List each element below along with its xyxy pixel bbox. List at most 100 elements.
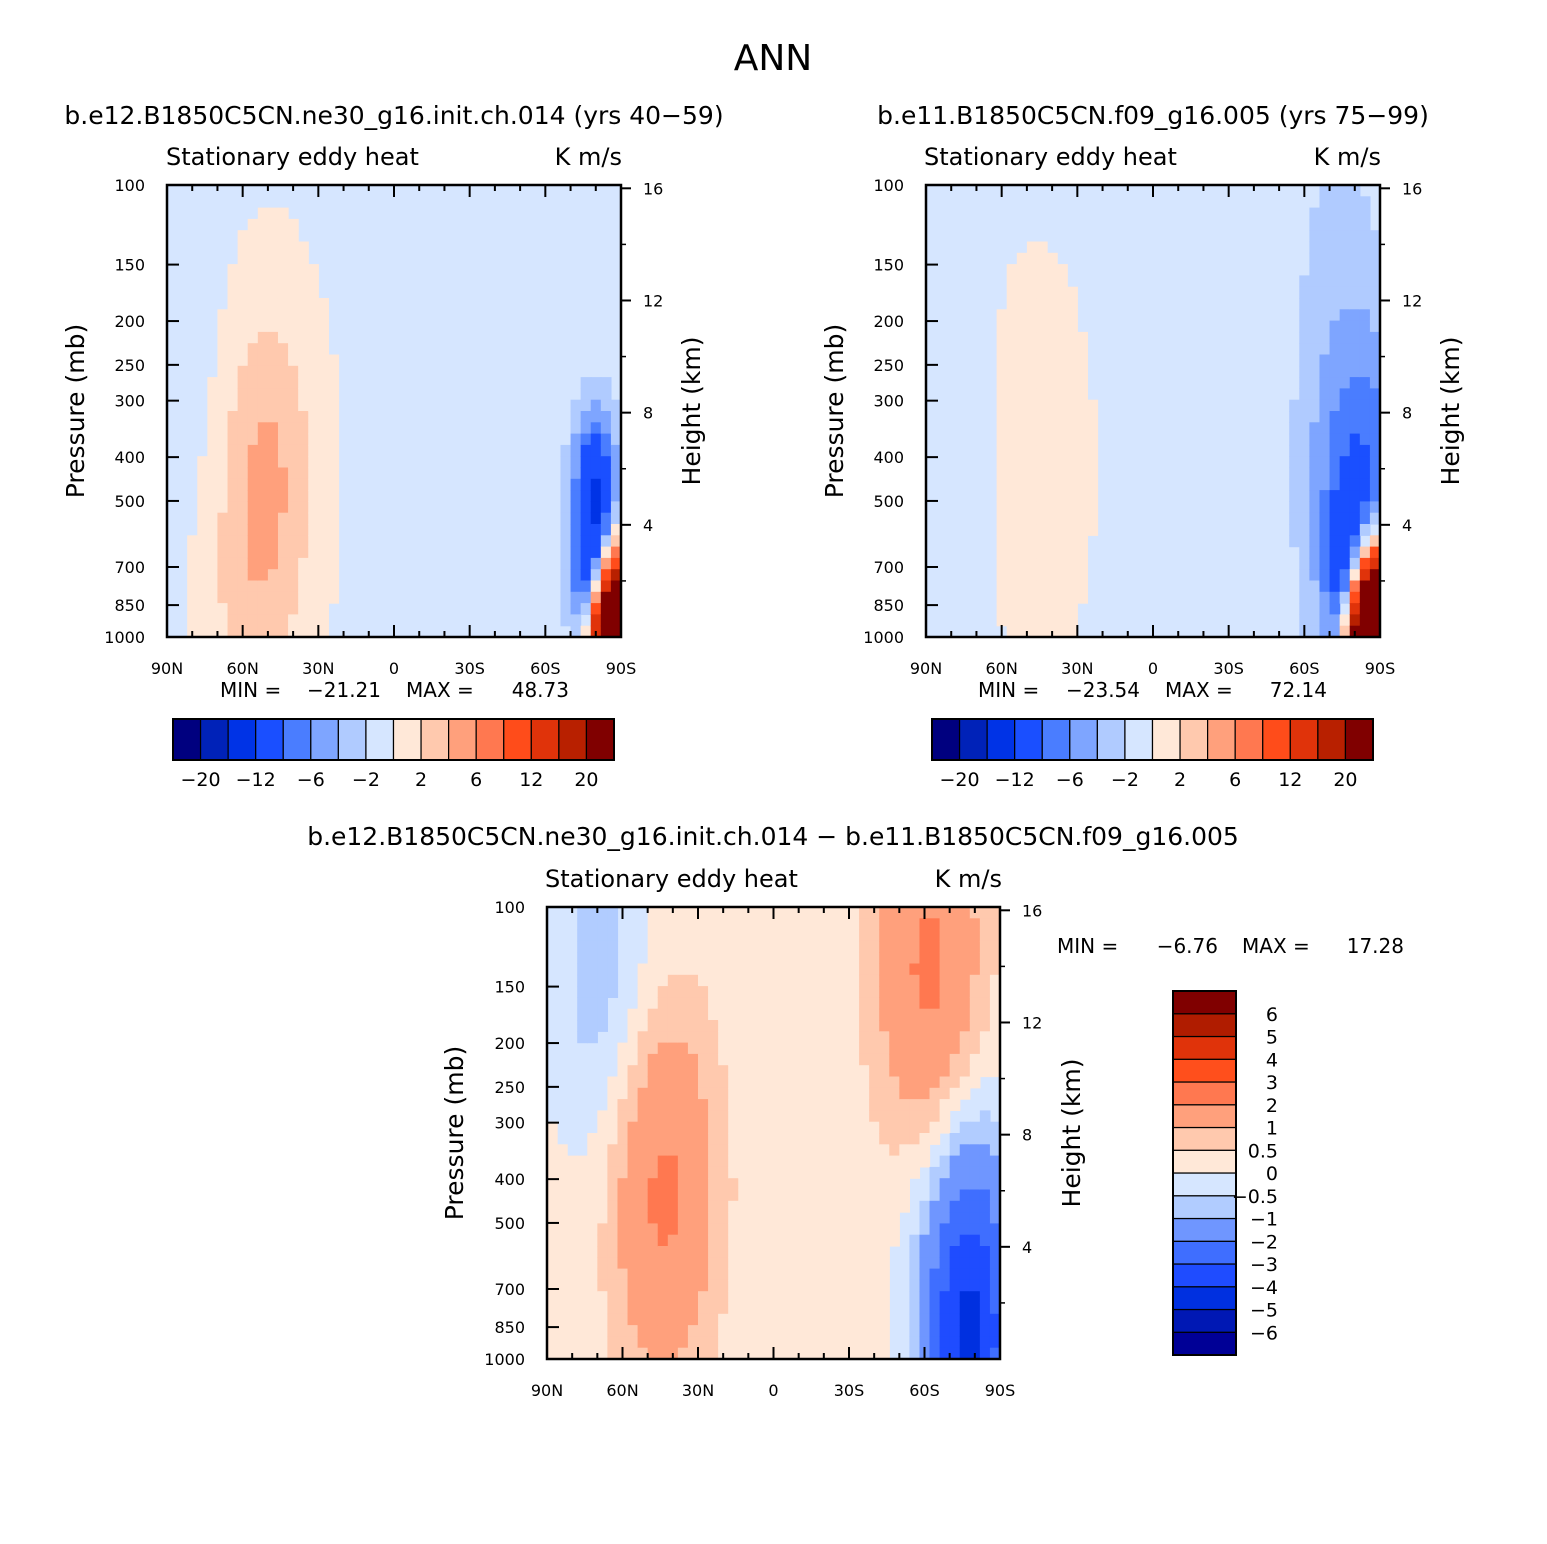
field-cell — [637, 1087, 649, 1100]
field-cell — [277, 241, 289, 254]
field-cell — [587, 1246, 598, 1258]
field-cell — [637, 1110, 649, 1123]
field-cell — [1036, 298, 1048, 310]
field-cell — [298, 546, 309, 559]
field-cell — [708, 1133, 719, 1145]
field-cell — [929, 1336, 941, 1349]
field-cell — [560, 501, 572, 514]
field-cell — [288, 603, 299, 615]
field-cell — [607, 1166, 619, 1179]
field-cell — [1036, 580, 1048, 593]
field-cell — [217, 365, 229, 378]
field-cell — [708, 1065, 719, 1078]
field-cell — [849, 1031, 860, 1044]
field-cell — [718, 1166, 729, 1179]
field-cell — [247, 580, 259, 593]
field-cell — [328, 456, 340, 469]
field-cell — [1016, 557, 1028, 570]
field-cell — [979, 1020, 991, 1032]
field-cell — [1036, 546, 1048, 559]
field-cell — [587, 1223, 598, 1236]
field-cell — [1006, 444, 1018, 457]
field-cell — [996, 388, 1008, 401]
field-cell — [788, 1076, 800, 1089]
field-cell — [738, 1325, 749, 1337]
field-cell — [929, 1223, 941, 1236]
field-cell — [677, 1257, 689, 1270]
colorbar-box — [558, 718, 588, 761]
field-cell — [979, 1302, 991, 1315]
field-cell — [929, 1053, 941, 1066]
field-cell — [1026, 490, 1038, 502]
field-cell — [1016, 422, 1028, 435]
field-cell — [889, 929, 900, 942]
field-cell — [1329, 320, 1341, 333]
field-cell — [1036, 331, 1048, 344]
field-cell — [587, 1178, 598, 1191]
field-cell — [728, 1031, 739, 1044]
field-cell — [959, 1042, 971, 1055]
field-cell — [778, 1336, 790, 1349]
field-cell — [959, 1291, 971, 1304]
field-cell — [687, 1121, 699, 1134]
field-cell — [1309, 377, 1321, 389]
field-cell — [838, 1053, 850, 1066]
field-cell — [197, 580, 208, 593]
field-cell — [889, 1087, 900, 1100]
field-cell — [859, 1268, 870, 1281]
field-cell — [217, 444, 229, 457]
field-cell — [718, 1234, 729, 1247]
field-cell — [778, 1223, 790, 1236]
field-cell — [247, 309, 259, 322]
field-cell — [257, 218, 269, 231]
field-cell — [979, 1268, 991, 1281]
field-cell — [1067, 546, 1078, 559]
field-cell — [1067, 603, 1078, 615]
field-cell — [1329, 625, 1341, 638]
field-cell — [677, 1268, 689, 1281]
field-cell — [207, 490, 219, 502]
field-cell — [267, 264, 279, 276]
field-cell — [247, 444, 259, 457]
field-cell — [1369, 422, 1381, 435]
field-cell — [959, 1076, 971, 1089]
field-cell — [989, 1279, 1001, 1292]
field-cell — [1349, 490, 1361, 502]
field-cell — [627, 1008, 639, 1021]
field-cell — [1309, 241, 1321, 254]
field-cell — [267, 230, 279, 243]
field-cell — [217, 524, 229, 536]
field-cell — [768, 1302, 780, 1315]
field-cell — [567, 1200, 578, 1213]
field-cell — [647, 1223, 659, 1236]
field-cell — [859, 986, 870, 998]
field-cell — [318, 456, 330, 469]
field-cell — [808, 1087, 820, 1100]
field-cell — [267, 614, 279, 627]
field-cell — [247, 331, 259, 344]
field-cell — [217, 614, 229, 627]
field-cell — [798, 918, 810, 931]
field-cell — [996, 309, 1008, 322]
field-cell — [909, 1144, 921, 1157]
field-cell — [600, 478, 612, 491]
field-cell — [909, 1279, 921, 1292]
field-cell — [758, 1076, 770, 1089]
field-cell — [1047, 456, 1058, 469]
field-cell — [597, 1336, 608, 1349]
field-cell — [838, 974, 850, 987]
field-cell — [738, 1200, 749, 1213]
field-cell — [597, 1246, 608, 1258]
field-cell — [610, 444, 622, 457]
field-cell — [798, 1008, 810, 1021]
field-cell — [1299, 365, 1310, 378]
field-cell — [1016, 388, 1028, 401]
field-cell — [788, 1212, 800, 1224]
field-cell — [899, 940, 910, 953]
field-cell — [577, 1155, 588, 1168]
field-cell — [718, 1155, 729, 1168]
field-cell — [838, 1020, 850, 1032]
field-cell — [996, 524, 1008, 536]
field-cell — [607, 974, 619, 987]
field-cell — [949, 1302, 961, 1315]
